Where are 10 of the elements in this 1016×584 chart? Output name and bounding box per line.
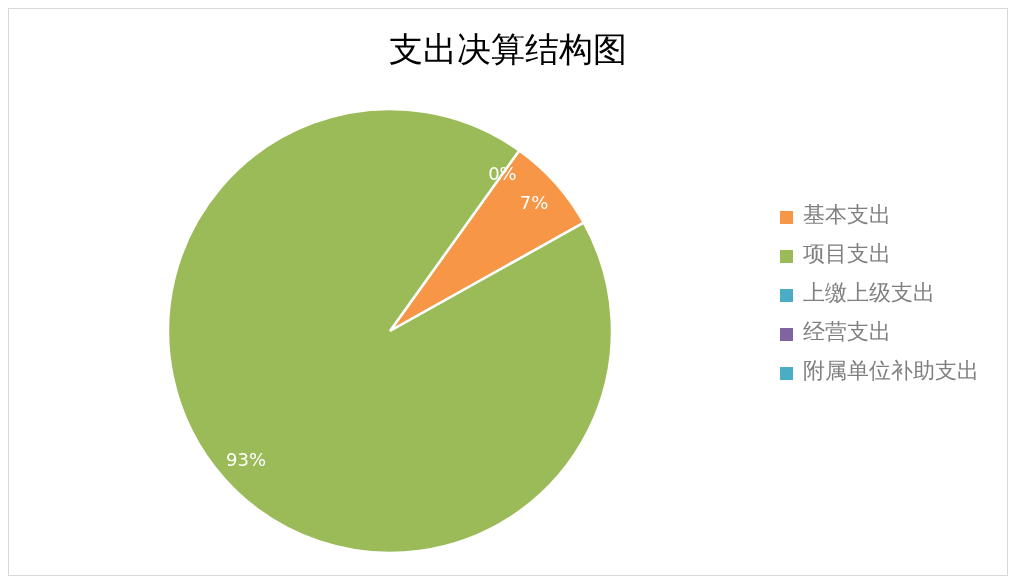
data-label: 93% (226, 449, 267, 471)
data-label: 7% (519, 191, 549, 213)
legend-label: 附属单位补助支出 (803, 357, 979, 383)
legend-label: 上缴上级支出 (803, 279, 935, 305)
chart-title: 支出决算结构图 (388, 28, 628, 71)
pie-slice (166, 107, 614, 555)
legend-label: 经营支出 (803, 318, 891, 344)
legend-label: 基本支出 (803, 201, 891, 227)
legend-label: 项目支出 (803, 240, 891, 266)
text: 0% (488, 163, 517, 185)
